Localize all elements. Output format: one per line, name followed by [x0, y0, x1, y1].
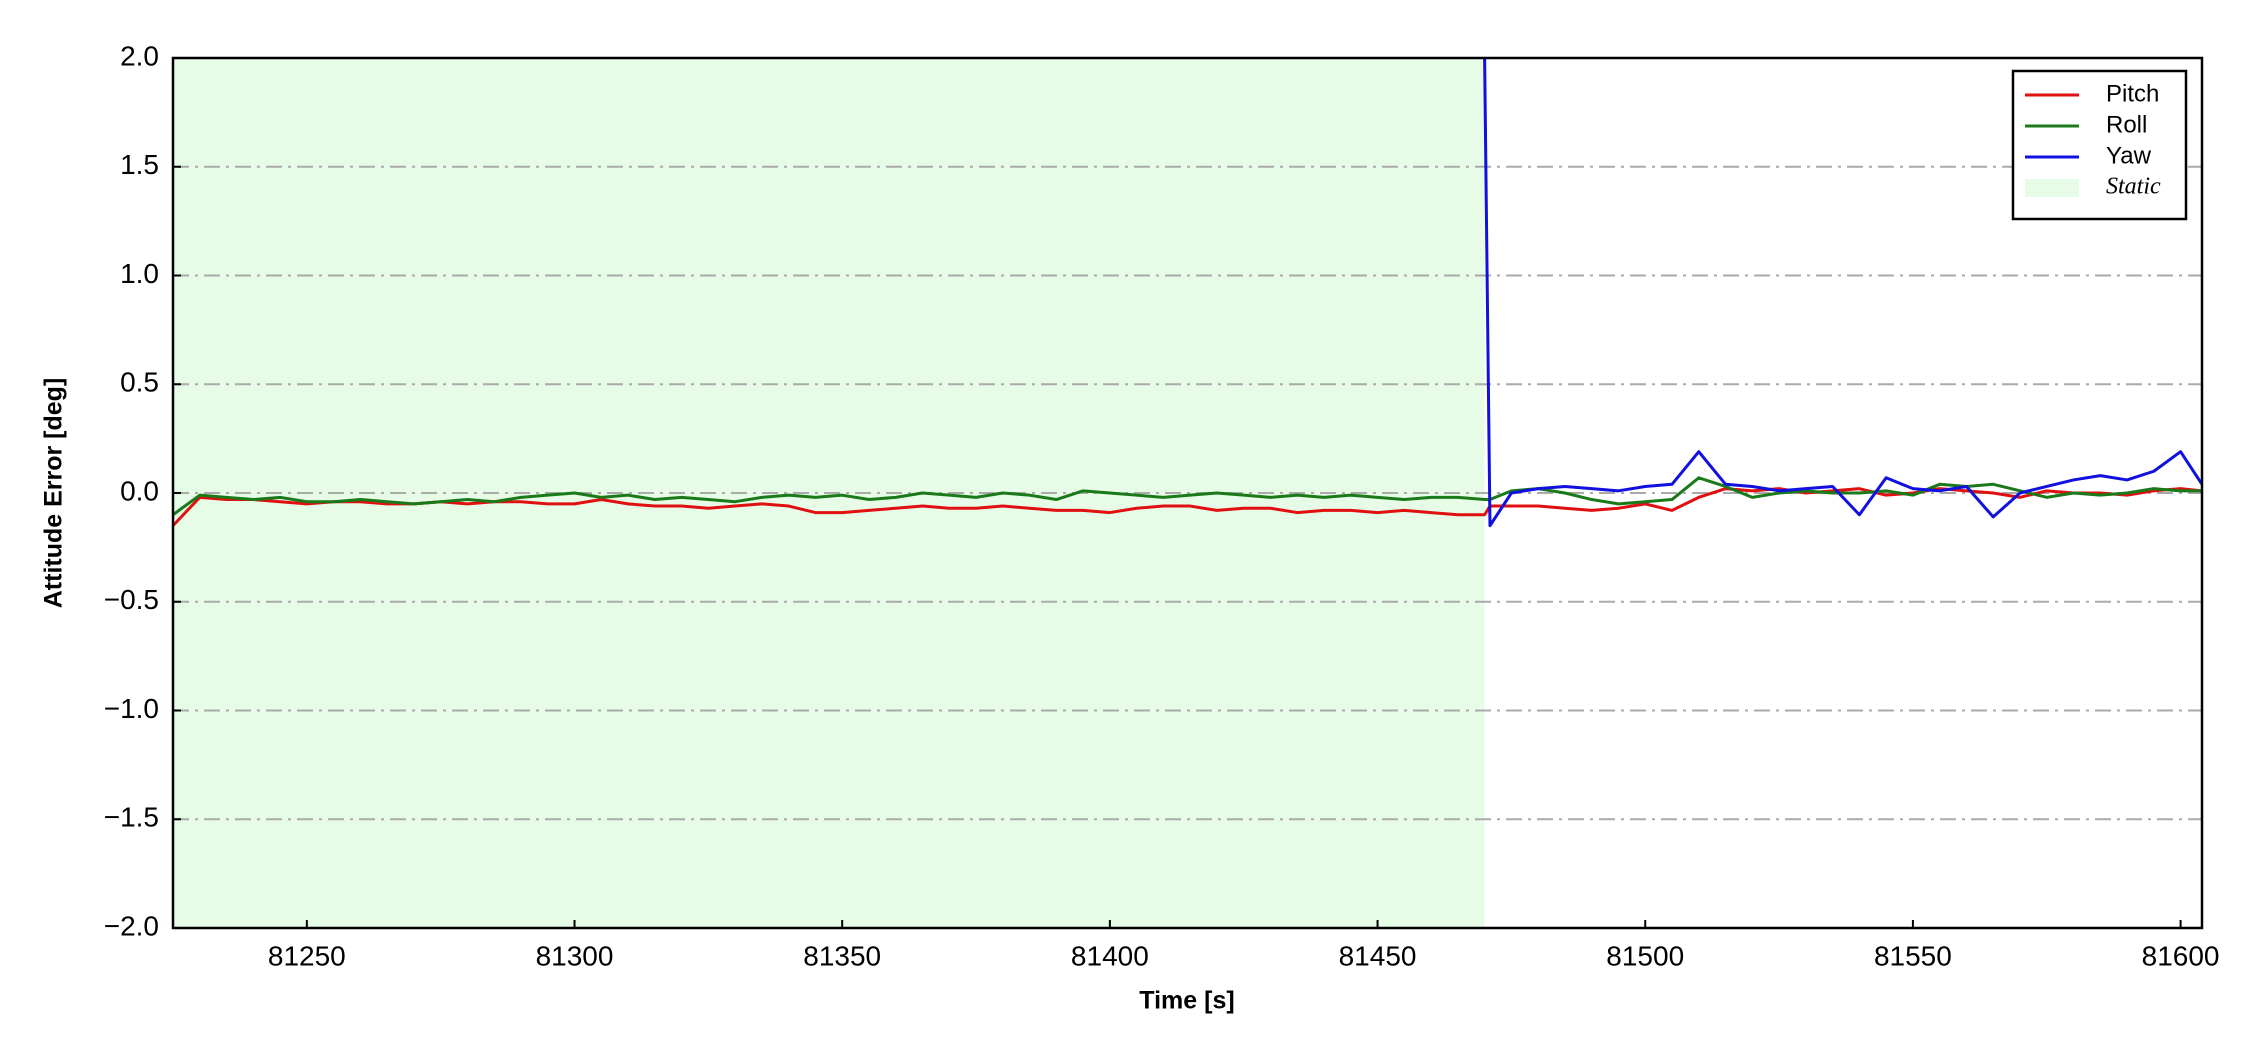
- plot-lines: [173, 58, 2202, 528]
- legend-label: Static: [2106, 174, 2161, 200]
- legend-label: Yaw: [2106, 142, 2152, 169]
- y-tick-label: −0.5: [104, 584, 159, 615]
- x-tick-label: 81500: [1606, 940, 1684, 971]
- x-tick-label: 81350: [803, 940, 881, 971]
- series-line: [173, 487, 2202, 527]
- x-tick-label: 81250: [268, 940, 346, 971]
- x-tick-label: 81600: [2142, 940, 2220, 971]
- legend-label: Pitch: [2106, 80, 2159, 107]
- x-tick-label: 81300: [536, 940, 614, 971]
- y-tick-label: 2.0: [120, 40, 159, 71]
- y-tick-label: −2.0: [104, 910, 159, 941]
- x-tick-label: 81400: [1071, 940, 1149, 971]
- y-tick-label: 1.0: [120, 258, 159, 289]
- series-line: [173, 476, 2202, 516]
- legend-swatch: [2025, 179, 2079, 197]
- y-tick-label: 1.5: [120, 149, 159, 180]
- x-tick-label: 81550: [1874, 940, 1952, 971]
- y-axis-title: Attitude Error [deg]: [40, 378, 68, 609]
- y-tick-label: −1.5: [104, 802, 159, 833]
- y-tick-label: 0.5: [120, 367, 159, 398]
- x-axis-title: Time [s]: [1139, 987, 1234, 1015]
- legend-label: Roll: [2106, 111, 2147, 138]
- x-tick-label: 81450: [1339, 940, 1417, 971]
- y-tick-label: 0.0: [120, 475, 159, 506]
- plot-frame: [171, 56, 2204, 930]
- y-tick-label: −1.0: [104, 693, 159, 724]
- series-line: [1483, 58, 2202, 528]
